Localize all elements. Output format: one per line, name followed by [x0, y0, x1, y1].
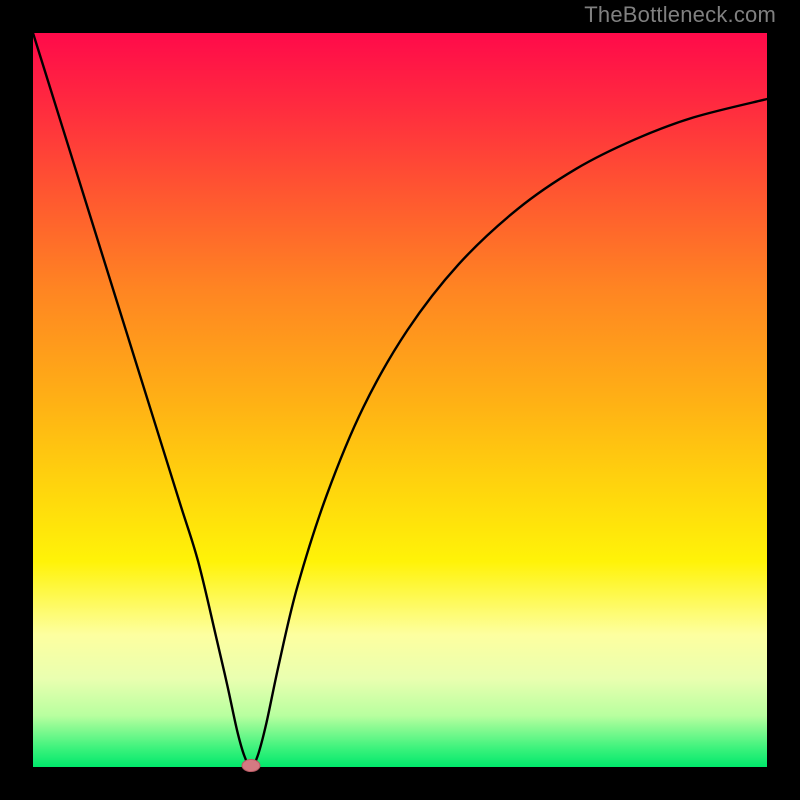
bottleneck-chart [0, 0, 800, 800]
chart-frame: TheBottleneck.com [0, 0, 800, 800]
plot-gradient-background [33, 33, 767, 767]
bottleneck-marker [242, 760, 260, 772]
